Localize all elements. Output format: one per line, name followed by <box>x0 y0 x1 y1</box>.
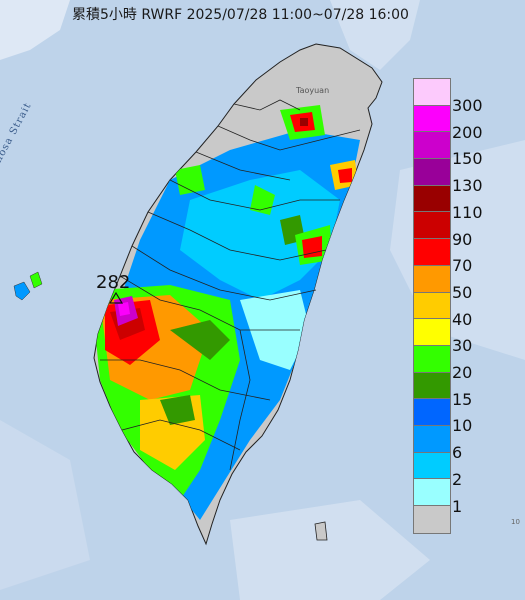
legend-label: 50 <box>452 282 473 302</box>
legend-label: 15 <box>452 389 473 409</box>
triangle-marker-icon <box>108 291 124 304</box>
legend-label: 150 <box>452 149 483 169</box>
legend-swatch <box>414 372 450 400</box>
legend-swatch <box>414 132 450 160</box>
legend-label: 30 <box>452 336 473 356</box>
legend-swatch <box>414 212 450 240</box>
legend-label: 1 <box>452 496 463 516</box>
legend-swatch <box>414 185 450 213</box>
penghu-islands <box>13 281 31 301</box>
legend-swatch <box>414 506 450 533</box>
legend-label: 130 <box>452 176 483 196</box>
max-value-label: 282 <box>96 272 131 293</box>
legend-swatch <box>414 79 450 106</box>
legend-swatch <box>414 425 450 453</box>
edge-value-label: 10 <box>511 518 520 526</box>
legend-label: 300 <box>452 96 483 115</box>
legend-swatch <box>414 265 450 293</box>
legend-label: 6 <box>452 443 463 463</box>
legend-label: 2 <box>452 469 463 489</box>
green-island <box>314 521 328 541</box>
cloud-patch <box>330 0 420 70</box>
legend-label: 200 <box>452 122 483 142</box>
map-title: 累積5小時 RWRF 2025/07/28 11:00~07/28 16:00 <box>72 7 409 23</box>
penghu-islands <box>29 271 43 289</box>
legend-swatch <box>414 319 450 346</box>
legend-label: 20 <box>452 363 473 382</box>
county-boundaries <box>100 99 361 471</box>
legend-swatch <box>414 452 450 480</box>
legend-swatch <box>414 105 450 133</box>
legend-swatch <box>414 399 450 426</box>
legend-swatch <box>414 239 450 266</box>
legend-swatch <box>414 345 450 373</box>
cloud-patch <box>0 420 90 590</box>
legend-label: 70 <box>452 256 473 276</box>
legend-swatch <box>414 292 450 320</box>
legend-label: 90 <box>452 229 473 249</box>
legend-swatch <box>414 479 450 506</box>
place-label: Taoyuan <box>296 86 330 95</box>
legend-swatch <box>414 159 450 186</box>
color-legend <box>413 78 451 534</box>
cloud-patch <box>230 500 430 600</box>
cloud-patch <box>0 0 70 60</box>
legend-label: 10 <box>452 416 473 436</box>
legend-label: 110 <box>452 202 483 222</box>
legend-label: 40 <box>452 309 473 329</box>
